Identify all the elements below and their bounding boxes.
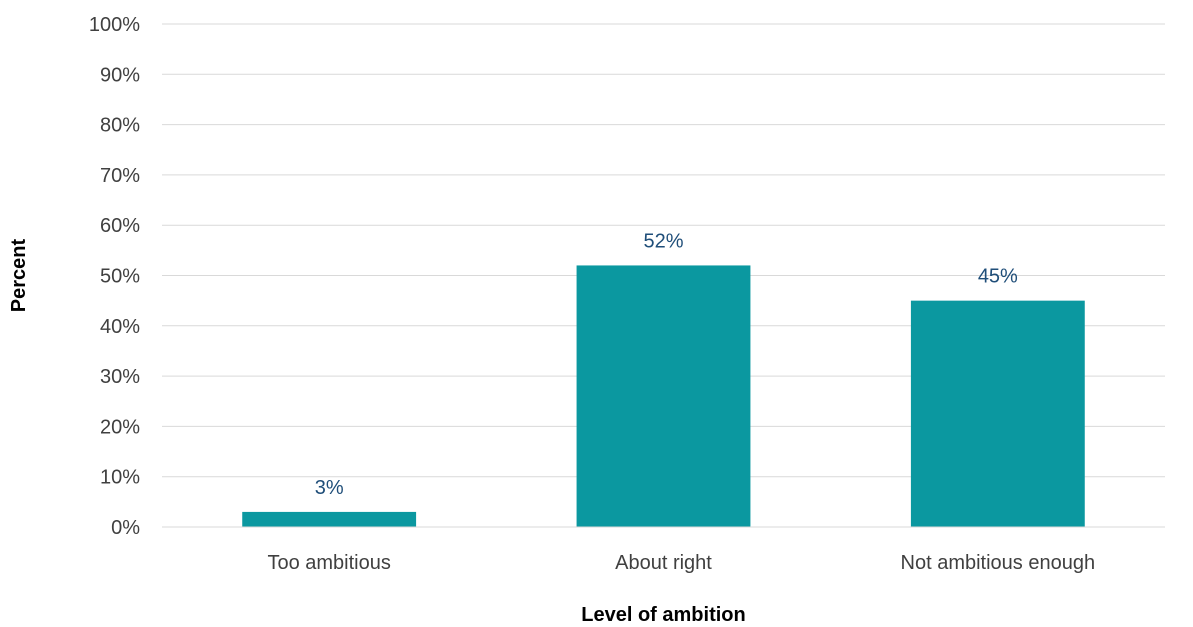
y-tick-label: 80% bbox=[100, 115, 140, 137]
y-tick-label: 60% bbox=[100, 215, 140, 237]
y-tick-label: 70% bbox=[100, 165, 140, 187]
x-category-label: About right bbox=[615, 552, 712, 574]
x-category-label: Too ambitious bbox=[267, 552, 390, 574]
y-tick-label: 0% bbox=[111, 517, 140, 539]
x-axis-title: Level of ambition bbox=[581, 604, 745, 626]
y-tick-label: 50% bbox=[100, 266, 140, 288]
bars bbox=[242, 265, 1085, 527]
y-axis-ticks: 0% 10% 20% 30% 40% 50% 60% 70% 80% 90% 100% bbox=[89, 14, 140, 539]
data-label: 45% bbox=[978, 266, 1018, 288]
y-tick-label: 10% bbox=[100, 467, 140, 489]
bar bbox=[242, 511, 417, 527]
x-category-label: Not ambitious enough bbox=[901, 552, 1096, 574]
data-labels: 3% 52% 45% bbox=[315, 230, 1018, 498]
bar bbox=[576, 265, 751, 527]
y-tick-label: 100% bbox=[89, 14, 140, 36]
data-label: 52% bbox=[643, 230, 683, 252]
y-tick-label: 90% bbox=[100, 64, 140, 86]
y-tick-label: 20% bbox=[100, 416, 140, 438]
y-axis-title: Percent bbox=[8, 238, 30, 312]
x-axis-categories: Too ambitious About right Not ambitious en… bbox=[267, 552, 1095, 574]
data-label: 3% bbox=[315, 477, 344, 499]
y-tick-label: 30% bbox=[100, 366, 140, 388]
bar bbox=[910, 300, 1085, 527]
y-tick-label: 40% bbox=[100, 316, 140, 338]
